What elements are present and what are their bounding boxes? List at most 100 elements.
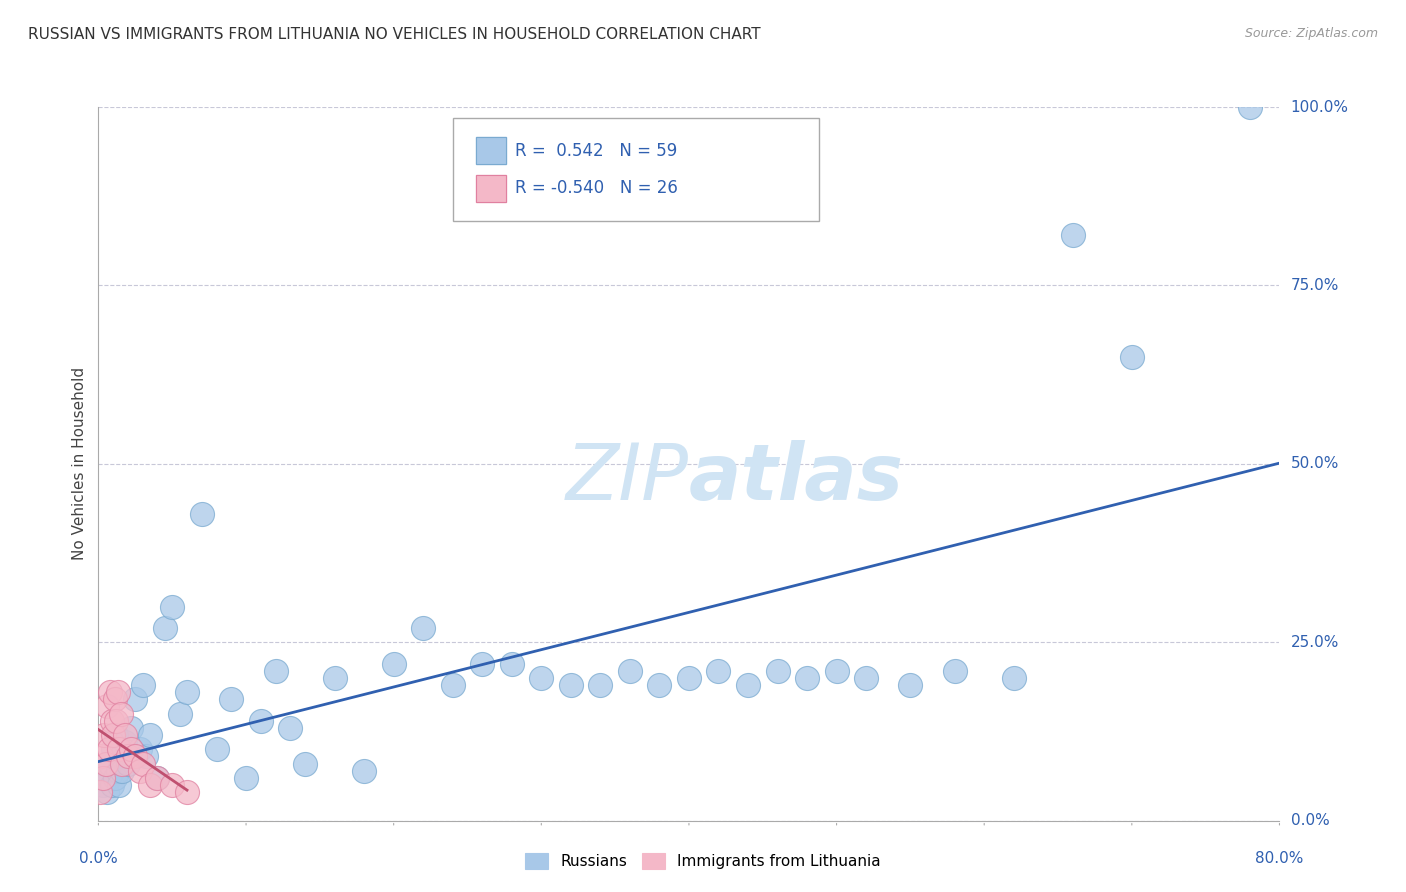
Point <box>153 621 176 635</box>
Point <box>162 778 183 792</box>
Point <box>219 692 243 706</box>
Text: 100.0%: 100.0% <box>1291 100 1348 114</box>
Point <box>560 678 582 692</box>
Text: 0.0%: 0.0% <box>79 851 118 866</box>
Point <box>111 764 134 778</box>
Point <box>97 771 120 785</box>
Point <box>943 664 966 678</box>
Point <box>900 678 922 692</box>
Point <box>135 749 157 764</box>
Point <box>105 714 128 728</box>
Point <box>382 657 405 671</box>
Point <box>124 692 146 706</box>
Point <box>1121 350 1143 364</box>
Text: 0.0%: 0.0% <box>1291 814 1329 828</box>
Point <box>1062 228 1084 243</box>
Point <box>100 778 122 792</box>
Bar <box>477 137 506 164</box>
Point <box>110 706 132 721</box>
Text: atlas: atlas <box>689 440 904 516</box>
Point <box>100 714 122 728</box>
Point <box>278 721 302 735</box>
Point <box>132 756 155 771</box>
Text: ZIP: ZIP <box>567 440 689 516</box>
Point <box>132 678 155 692</box>
Point <box>98 685 121 699</box>
Point <box>530 671 553 685</box>
Point <box>678 671 700 685</box>
Point <box>205 742 228 756</box>
Point <box>471 657 494 671</box>
Point <box>107 685 129 699</box>
Point <box>97 742 120 756</box>
Point <box>91 778 114 792</box>
Point <box>108 778 131 792</box>
Point <box>250 714 273 728</box>
Point <box>89 785 111 799</box>
Text: 75.0%: 75.0% <box>1291 278 1339 293</box>
Point <box>294 756 316 771</box>
Point <box>169 706 191 721</box>
Point <box>825 664 848 678</box>
Point <box>796 671 818 685</box>
Point <box>353 764 375 778</box>
Point <box>264 664 287 678</box>
Legend: Russians, Immigrants from Lithuania: Russians, Immigrants from Lithuania <box>519 847 887 875</box>
Point <box>146 771 169 785</box>
Text: R =  0.542   N = 59: R = 0.542 N = 59 <box>516 142 678 160</box>
Point <box>120 742 142 756</box>
Point <box>146 771 169 785</box>
FancyBboxPatch shape <box>453 118 818 221</box>
Text: 50.0%: 50.0% <box>1291 457 1339 471</box>
Point <box>707 664 730 678</box>
Point <box>108 742 131 756</box>
Point <box>103 728 125 742</box>
Bar <box>477 175 506 202</box>
Point <box>441 678 464 692</box>
Point <box>501 657 523 671</box>
Point <box>128 742 150 756</box>
Text: Source: ZipAtlas.com: Source: ZipAtlas.com <box>1244 27 1378 40</box>
Point <box>766 664 789 678</box>
Point <box>90 749 112 764</box>
Text: 80.0%: 80.0% <box>1256 851 1303 866</box>
Point <box>176 685 198 699</box>
Text: RUSSIAN VS IMMIGRANTS FROM LITHUANIA NO VEHICLES IN HOUSEHOLD CORRELATION CHART: RUSSIAN VS IMMIGRANTS FROM LITHUANIA NO … <box>28 27 761 42</box>
Point <box>589 678 612 692</box>
Point <box>96 699 118 714</box>
Point <box>104 692 127 706</box>
Point <box>162 599 183 614</box>
Point <box>235 771 257 785</box>
Point <box>323 671 346 685</box>
Point <box>139 728 162 742</box>
Point <box>114 735 136 749</box>
Point <box>855 671 877 685</box>
Point <box>93 728 115 742</box>
Point <box>737 678 759 692</box>
Point <box>111 756 134 771</box>
Bar <box>477 137 506 164</box>
Point <box>648 678 671 692</box>
Bar <box>477 175 506 202</box>
Point <box>105 728 128 742</box>
Point <box>619 664 641 678</box>
Point <box>94 764 117 778</box>
Point <box>96 785 118 799</box>
Point <box>114 728 136 742</box>
Text: 25.0%: 25.0% <box>1291 635 1339 649</box>
Point <box>103 742 125 756</box>
Point <box>104 771 127 785</box>
Point <box>1002 671 1025 685</box>
Point <box>117 756 139 771</box>
Point <box>128 764 150 778</box>
Point <box>110 749 132 764</box>
Y-axis label: No Vehicles in Household: No Vehicles in Household <box>72 368 87 560</box>
Point <box>191 507 214 521</box>
Point <box>139 778 162 792</box>
Point <box>91 771 114 785</box>
Point <box>98 756 121 771</box>
Point <box>117 749 139 764</box>
Point <box>176 785 198 799</box>
Point <box>412 621 434 635</box>
Point <box>1239 100 1261 114</box>
